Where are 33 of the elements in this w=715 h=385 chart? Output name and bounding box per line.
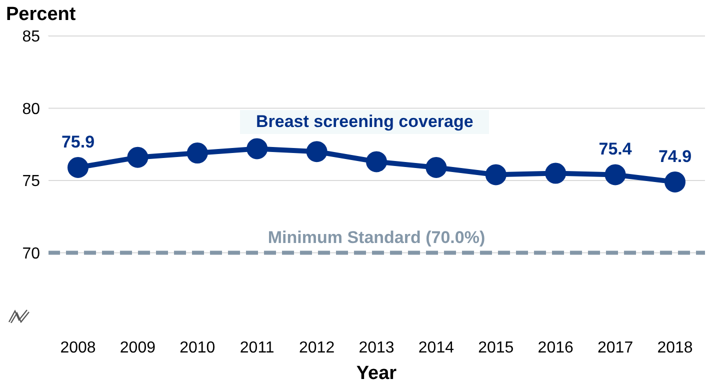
x-tick-label: 2010 [180, 339, 216, 356]
x-tick-label: 2016 [538, 339, 574, 356]
x-tick-label: 2017 [598, 339, 634, 356]
x-tick-label: 2013 [358, 339, 394, 356]
y-tick-label: 85 [22, 28, 40, 46]
x-tick-label: 2014 [418, 339, 454, 356]
x-axis-title: Year [356, 363, 398, 384]
x-tick-label: 2015 [478, 339, 514, 356]
point [485, 164, 506, 186]
y-tick-label: 75 [22, 173, 40, 190]
y-tick-label: 70 [22, 245, 40, 262]
series-label: Breast screening coverage [240, 110, 490, 134]
x-tick-label: 2012 [299, 339, 335, 356]
x-tick-label: 2008 [60, 339, 96, 356]
y-tick-label: 80 [22, 100, 40, 118]
point [127, 146, 148, 168]
point [246, 138, 268, 160]
data-label: 75.4 [598, 140, 632, 159]
ref-line-label: Minimum Standard (70.0%) [268, 228, 486, 247]
x-tick-label: 2011 [240, 339, 274, 356]
data-label: 74.9 [658, 146, 692, 166]
data-label: 75.9 [61, 132, 95, 152]
point [366, 151, 387, 172]
point [545, 162, 566, 184]
x-tick-label: 2009 [120, 339, 156, 356]
point [306, 141, 328, 162]
point [186, 142, 208, 164]
x-tick-label: 2018 [657, 339, 693, 356]
point [68, 156, 88, 178]
point [664, 171, 686, 192]
point [426, 156, 447, 178]
y-axis-title: Percent [6, 4, 76, 26]
point [604, 164, 626, 186]
